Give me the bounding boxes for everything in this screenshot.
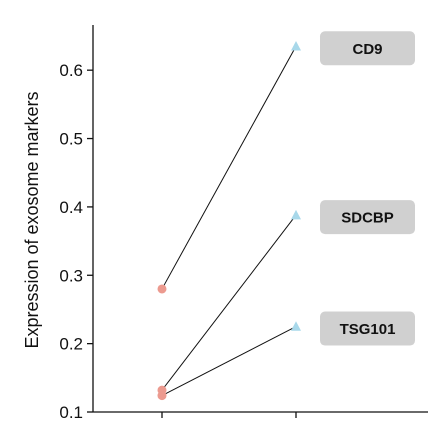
line-tsg101 <box>161 326 297 397</box>
y-tick-label: 0.1 <box>59 403 83 422</box>
badge-cd9 <box>320 31 415 66</box>
point-end-sdcbp <box>291 209 301 220</box>
badge-label-cd9: CD9 <box>352 41 382 58</box>
y-tick-label: 0.2 <box>59 335 83 354</box>
series-badges: CD9 SDCBP TSG101 <box>320 31 415 346</box>
point-end-tsg101 <box>291 321 301 331</box>
point-start-cd9 <box>157 284 167 294</box>
point-start-tsg101 <box>157 391 167 401</box>
line-sdcbp <box>161 214 297 391</box>
badge-sdcbp <box>320 200 415 235</box>
badge-label-tsg101: TSG101 <box>340 321 396 338</box>
points <box>157 41 301 401</box>
axes: 0.1 0.2 0.3 0.4 0.5 0.6 <box>59 25 428 422</box>
y-tick-label: 0.4 <box>59 198 83 217</box>
point-end-cd9 <box>291 41 301 51</box>
line-cd9 <box>161 46 297 290</box>
y-tick-label: 0.5 <box>59 130 83 149</box>
y-tick-label: 0.6 <box>59 61 83 80</box>
badge-label-sdcbp: SDCBP <box>341 210 394 227</box>
connecting-lines <box>161 46 297 397</box>
badge-tsg101 <box>320 311 415 346</box>
y-tick-label: 0.3 <box>59 266 83 285</box>
y-axis-label: Expression of exosome markers <box>22 91 42 348</box>
